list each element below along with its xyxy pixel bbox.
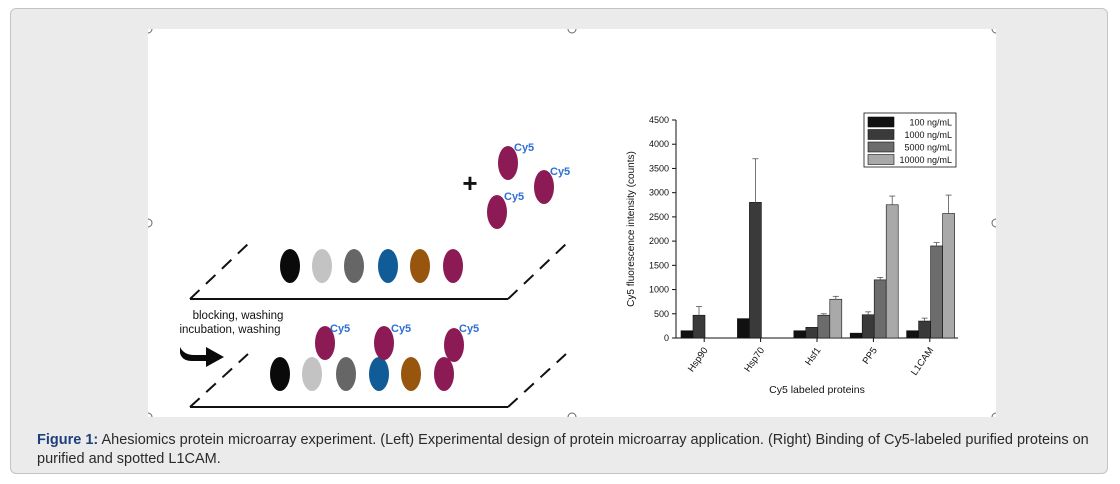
y-tick-label: 0 — [664, 333, 669, 343]
bound-probe-3 — [444, 328, 464, 362]
cy5-label: Cy5 — [504, 191, 524, 203]
process-arrow-icon — [180, 347, 224, 367]
legend-swatch — [867, 154, 895, 165]
cy5-label: Cy5 — [514, 142, 534, 154]
lower-spot-3 — [336, 357, 356, 391]
handle-top-right[interactable] — [991, 29, 996, 34]
bar — [680, 330, 694, 339]
caption-label: Figure 1: — [37, 432, 99, 448]
caption-text: Ahesiomics protein microarray experiment… — [37, 432, 1089, 467]
cy5-label: Cy5 — [330, 323, 350, 335]
upper-spot-3 — [344, 249, 364, 283]
y-tick-label: 1500 — [649, 260, 669, 270]
lower-spot-4 — [369, 357, 389, 391]
figure-svg: + Cy5 Cy5 Cy5 blocking, washing incubati… — [148, 29, 996, 417]
handle-bottom-left[interactable] — [148, 412, 153, 417]
upper-slide — [189, 243, 567, 300]
cy5-label: Cy5 — [550, 166, 570, 178]
handle-mid-left[interactable] — [148, 218, 153, 228]
lower-slide — [189, 353, 567, 408]
bar — [885, 204, 899, 339]
x-tick-label: Hsp70 — [742, 345, 767, 374]
y-tick-label: 4000 — [649, 139, 669, 149]
y-tick-label: 2500 — [649, 212, 669, 222]
bound-probe-2 — [374, 326, 394, 360]
handle-top-left[interactable] — [148, 29, 153, 34]
upper-spot-1 — [280, 249, 300, 283]
cy5-label: Cy5 — [459, 323, 479, 335]
bar — [918, 320, 931, 339]
upper-slide-spots — [280, 249, 463, 283]
legend-label: 1000 ng/mL — [904, 130, 952, 140]
x-tick-label: Hsp90 — [686, 345, 711, 374]
bar — [906, 330, 919, 339]
image-selection-handles[interactable] — [148, 29, 996, 417]
bar — [737, 318, 750, 339]
bar — [692, 314, 706, 339]
upper-spot-5 — [410, 249, 430, 283]
legend-swatch — [867, 141, 895, 153]
y-tick-label: 3500 — [649, 163, 669, 173]
handle-bottom-right[interactable] — [991, 412, 996, 417]
bar — [942, 213, 955, 339]
handle-top-mid[interactable] — [567, 29, 577, 34]
y-tick-label: 2000 — [649, 236, 669, 246]
free-probe-2 — [534, 170, 554, 204]
handle-mid-right[interactable] — [991, 218, 996, 228]
y-axis-label: Cy5 fluorescence intensity (counts) — [626, 151, 637, 307]
y-tick-label: 4500 — [649, 115, 669, 125]
bar — [749, 202, 762, 339]
y-tick-label: 1000 — [649, 285, 669, 295]
figure-frame: + Cy5 Cy5 Cy5 blocking, washing incubati… — [10, 8, 1108, 474]
legend-swatch — [867, 116, 895, 128]
lower-spot-1 — [270, 357, 290, 391]
figure-image: + Cy5 Cy5 Cy5 blocking, washing incubati… — [148, 29, 996, 417]
step-text-line2: incubation, washing — [179, 324, 280, 336]
y-tick-label: 500 — [654, 309, 669, 319]
lower-spot-2 — [302, 357, 322, 391]
upper-spot-2 — [312, 249, 332, 283]
legend-label: 5000 ng/mL — [904, 143, 952, 153]
upper-spot-6 — [443, 249, 463, 283]
free-probe-1 — [498, 146, 518, 180]
free-probe-3 — [487, 195, 507, 229]
bar — [873, 279, 887, 339]
bar — [793, 330, 807, 339]
legend-label: 10000 ng/mL — [899, 155, 952, 165]
upper-spot-4 — [378, 249, 398, 283]
handle-bottom-mid[interactable] — [567, 412, 577, 417]
plus-sign: + — [462, 168, 477, 198]
bound-probe-1 — [315, 326, 335, 360]
figure-caption: Figure 1: Ahesiomics protein microarray … — [37, 431, 1097, 469]
y-tick-label: 3000 — [649, 188, 669, 198]
x-tick-label: L1CAM — [909, 345, 936, 377]
cy5-label: Cy5 — [391, 323, 411, 335]
bar — [817, 314, 831, 339]
legend: 100 ng/mL 1000 ng/mL 5000 ng/mL 10000 ng/mL — [863, 112, 957, 168]
bar — [930, 245, 943, 339]
legend-label: 100 ng/mL — [909, 118, 952, 128]
bar — [849, 332, 863, 339]
lower-slide-spots — [270, 357, 454, 391]
legend-swatch — [867, 129, 895, 140]
x-tick-label: Hsf1 — [803, 345, 823, 367]
experimental-design-diagram: + Cy5 Cy5 Cy5 blocking, washing incubati… — [179, 142, 570, 408]
bar — [829, 298, 843, 339]
bar-chart: 0 500 1000 1500 2000 2500 3000 3500 4000 4500 Cy5 … — [626, 112, 958, 396]
step-text-line1: blocking, washing — [193, 310, 284, 322]
lower-spot-6 — [434, 357, 454, 391]
x-tick-label: PP5 — [861, 345, 880, 366]
x-axis-label: Cy5 labeled proteins — [769, 384, 865, 396]
bar — [861, 314, 875, 339]
bar — [805, 327, 819, 339]
lower-spot-5 — [401, 357, 421, 391]
